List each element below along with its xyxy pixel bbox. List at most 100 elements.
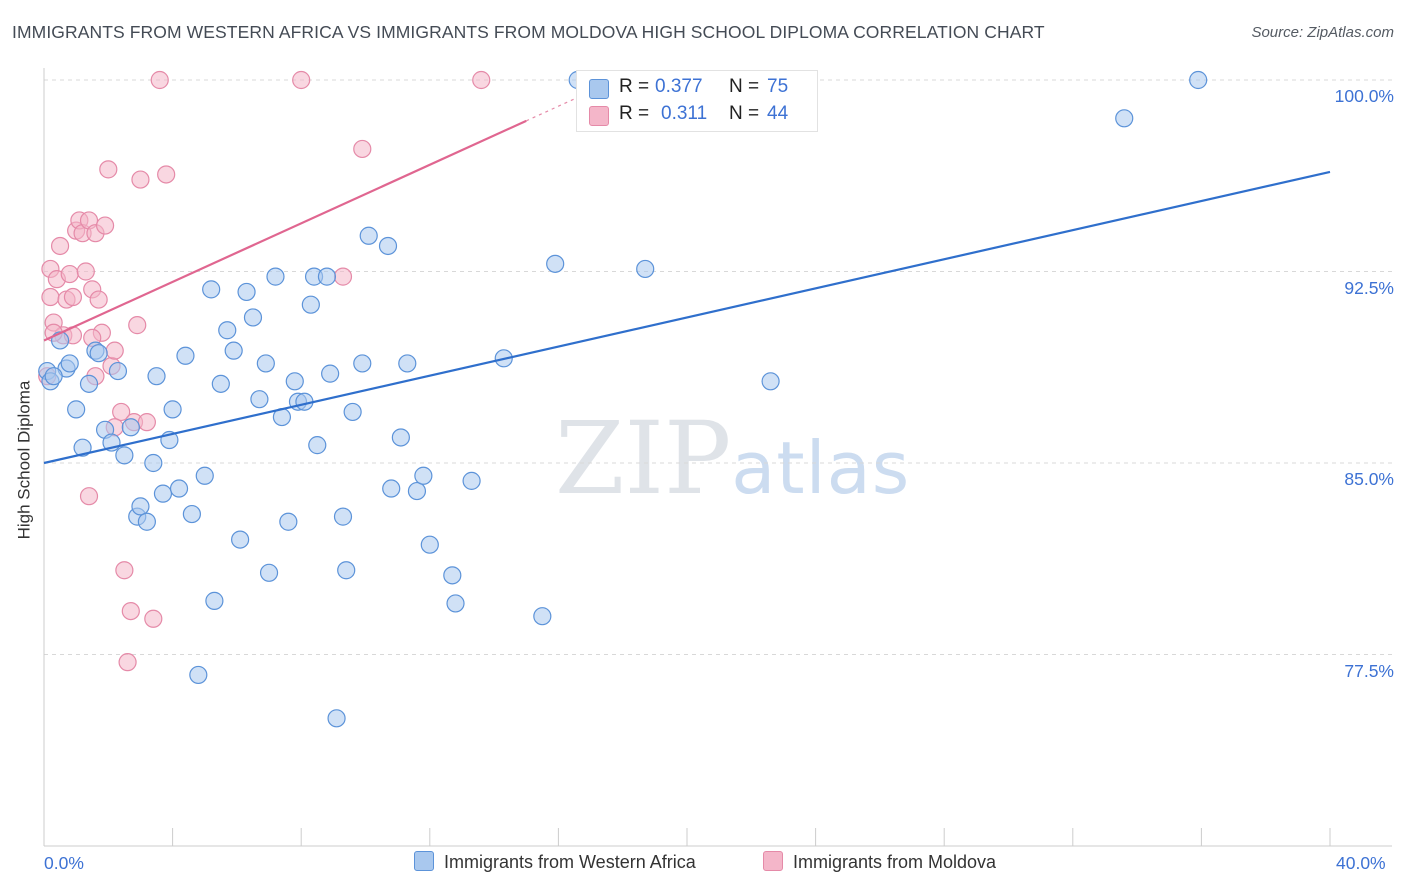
n-label: N = (729, 103, 760, 124)
trend-lines (43, 83, 1331, 465)
data-point (443, 566, 462, 585)
data-point (250, 390, 269, 409)
data-point (546, 254, 565, 273)
data-point (131, 170, 150, 189)
data-point (218, 321, 237, 340)
western-africa-points (38, 70, 1208, 728)
y-tick-label: 100.0% (1334, 86, 1394, 106)
y-tick-label: 77.5% (1344, 660, 1394, 681)
data-point (308, 436, 327, 455)
data-point (382, 479, 401, 498)
data-point (44, 367, 63, 386)
data-point (95, 216, 115, 235)
data-point (150, 70, 169, 90)
data-point (60, 354, 79, 373)
legend-item-western-africa: Immigrants from Western Africa (414, 851, 696, 873)
stats-row-blue: R = 0.377 N = 75 (577, 75, 817, 101)
stats-box: R = 0.377 N = 75 R = 0.311 N = 44 (576, 70, 818, 132)
data-point (391, 428, 410, 447)
data-point (176, 346, 195, 365)
data-point (285, 372, 304, 391)
data-point (636, 259, 655, 279)
watermark-atlas: atlas (731, 426, 911, 510)
data-point (378, 236, 398, 256)
data-point (60, 264, 79, 284)
data-point (153, 484, 173, 503)
legend-item-moldova: Immigrants from Moldova (763, 851, 996, 873)
data-point (137, 512, 156, 531)
n-value: 75 (767, 76, 789, 97)
trend-line-moldova (43, 119, 527, 342)
data-point (414, 466, 433, 485)
data-point (462, 471, 481, 490)
data-point (353, 354, 372, 373)
data-point (182, 504, 201, 524)
data-point (195, 466, 214, 485)
gridlines (44, 79, 1392, 655)
data-point (279, 512, 298, 531)
data-point (266, 267, 285, 286)
r-label: R = (619, 103, 650, 124)
blue-swatch (589, 79, 609, 99)
data-point (398, 354, 417, 373)
data-point (1189, 70, 1208, 90)
x-tick-label-min: 0.0% (44, 853, 84, 873)
x-tick-label-max: 40.0% (1336, 853, 1386, 873)
data-point (144, 453, 163, 473)
data-point (202, 280, 221, 299)
data-point (89, 290, 108, 309)
legend-swatch-blue (414, 851, 434, 871)
watermark-zip: ZIP (555, 400, 732, 517)
data-point (121, 418, 140, 437)
data-point (63, 287, 83, 307)
data-point (50, 331, 70, 350)
source-label: Source: ZipAtlas.com (1251, 24, 1394, 41)
trend-line-moldova-extension (526, 83, 607, 122)
data-point (99, 160, 118, 179)
data-point (337, 561, 356, 580)
pink-swatch (589, 106, 609, 126)
data-point (343, 402, 362, 422)
stats-row-pink: R = 0.311 N = 44 (577, 102, 817, 128)
data-point (224, 341, 243, 360)
y-tick-label: 92.5% (1344, 277, 1394, 298)
data-point (115, 446, 134, 465)
data-point (761, 372, 780, 391)
chart-title: IMMIGRANTS FROM WESTERN AFRICA VS IMMIGR… (12, 22, 1045, 42)
n-label: N = (729, 76, 760, 97)
data-point (211, 374, 230, 393)
data-point (1115, 109, 1134, 128)
axes (43, 68, 1392, 847)
data-point (259, 563, 279, 582)
y-tick-label: 85.0% (1344, 469, 1394, 489)
legend-label-moldova: Immigrants from Moldova (793, 852, 997, 872)
data-point (533, 607, 552, 626)
trend-line-western-africa (43, 170, 1331, 465)
data-point (292, 70, 311, 90)
data-point (157, 165, 176, 184)
n-value: 44 (767, 103, 789, 124)
data-point (420, 535, 439, 554)
data-point (41, 287, 60, 307)
data-point (76, 262, 95, 281)
data-point (67, 400, 86, 419)
data-point (243, 308, 263, 327)
data-point (121, 601, 140, 621)
data-point (163, 400, 182, 419)
data-point (189, 665, 208, 685)
data-point (407, 481, 427, 501)
data-point (353, 139, 372, 159)
data-point (73, 438, 92, 457)
data-point (131, 497, 150, 516)
data-point (108, 361, 128, 381)
data-point (147, 367, 166, 386)
r-value: 0.377 (655, 76, 703, 97)
data-point (359, 226, 378, 245)
data-point (105, 341, 124, 360)
data-point (118, 653, 137, 672)
data-point (231, 530, 250, 549)
data-point (333, 507, 353, 526)
data-point (301, 295, 320, 314)
data-point (137, 413, 156, 432)
